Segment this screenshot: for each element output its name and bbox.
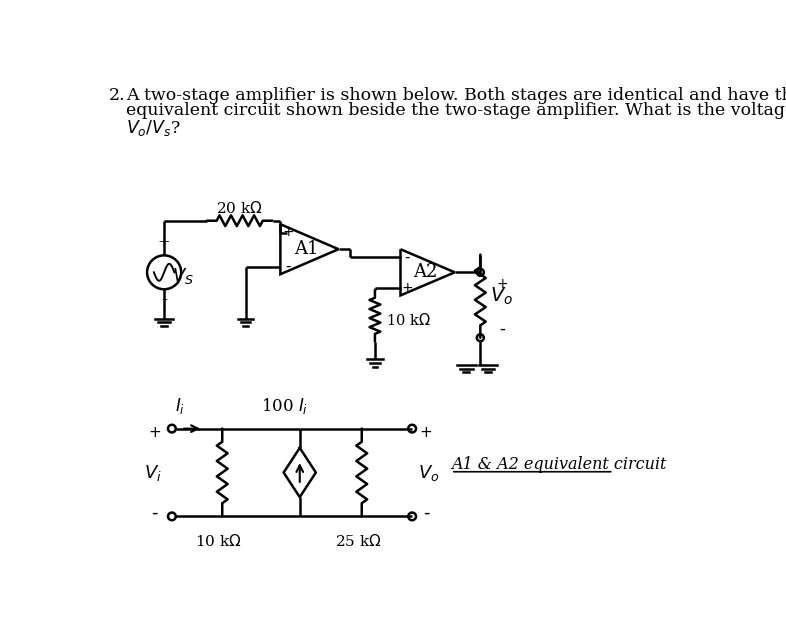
Text: 2.: 2. [109,87,126,104]
Text: 10 k$\Omega$: 10 k$\Omega$ [195,534,241,549]
Text: A2: A2 [413,263,437,281]
Text: +: + [158,235,171,249]
Text: +: + [402,280,413,295]
Text: +: + [420,425,432,440]
Text: equivalent circuit shown beside the two-stage amplifier. What is the voltage gai: equivalent circuit shown beside the two-… [126,102,786,119]
Text: $V_o/V_s$?: $V_o/V_s$? [126,118,181,137]
Text: -: - [152,503,158,522]
Text: A two-stage amplifier is shown below. Both stages are identical and have the: A two-stage amplifier is shown below. Bo… [126,87,786,104]
Text: A1 & A2 equivalent circuit: A1 & A2 equivalent circuit [451,456,667,473]
Text: $V_i$: $V_i$ [144,463,161,482]
Text: 25 k$\Omega$: 25 k$\Omega$ [335,534,381,549]
Text: -: - [161,291,167,309]
Text: A1: A1 [294,240,319,258]
Text: +: + [149,425,161,440]
Text: 20 k$\Omega$: 20 k$\Omega$ [216,201,263,216]
Text: -: - [423,503,429,522]
Text: +: + [496,277,508,291]
Text: -: - [405,249,410,265]
Text: -: - [285,259,291,274]
Text: +: + [282,225,294,239]
Text: $I_i$: $I_i$ [174,396,185,415]
Text: -: - [499,320,505,337]
Text: 100 $I_i$: 100 $I_i$ [261,396,308,415]
Text: 10 k$\Omega$: 10 k$\Omega$ [386,311,431,328]
Text: $V_S$: $V_S$ [172,266,194,286]
Text: $V_o$: $V_o$ [490,285,513,307]
Text: $V_o$: $V_o$ [418,463,440,482]
